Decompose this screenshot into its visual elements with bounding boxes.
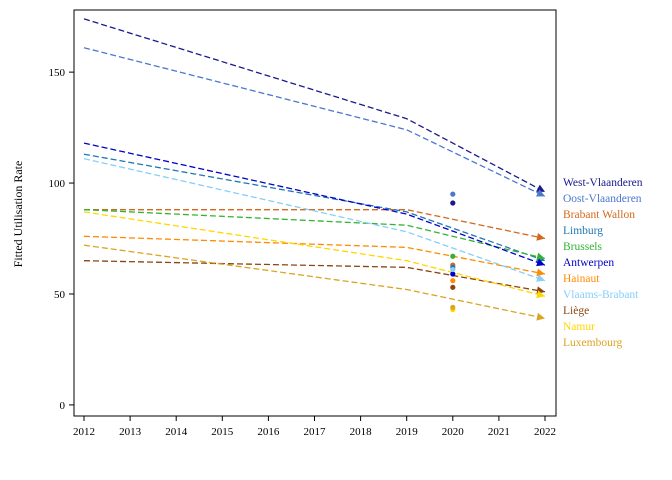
series-arrowhead-5 [536, 252, 545, 261]
point-2020-8 [450, 266, 456, 273]
series-arrowhead-6 [536, 258, 545, 267]
x-tick-label: 2022 [534, 426, 556, 438]
y-axis-title: Fitted Utilisation Rate [11, 161, 25, 268]
plot-frame [73, 9, 557, 417]
series-arrowhead-2 [536, 189, 545, 197]
point-2020-2 [450, 191, 456, 197]
series-arrowhead-11 [536, 312, 545, 321]
series-line-7 [83, 235, 546, 275]
legend-entry: Luxembourg [563, 337, 622, 349]
legend-entry: Oost-Vlaanderen [563, 193, 642, 205]
legend-entry: Brussels [563, 241, 603, 253]
y-tick-label: 50 [54, 289, 66, 301]
series-arrowhead-10 [536, 290, 545, 299]
x-tick-label: 2015 [211, 426, 234, 438]
point-2020-7 [450, 278, 456, 284]
x-tick-label: 2021 [488, 426, 510, 438]
legend-entry: Hainaut [563, 273, 600, 285]
x-tick-label: 2012 [73, 426, 95, 438]
series-arrowhead-3 [536, 232, 545, 241]
point-2020-5 [450, 253, 456, 259]
series-line-1 [83, 18, 546, 193]
point-2020-6 [450, 271, 456, 277]
y-tick-label: 100 [49, 178, 66, 190]
series-arrowhead-8 [536, 274, 545, 282]
legend-entry: Namur [563, 321, 595, 333]
series-line-11 [83, 244, 546, 320]
points-2020 [450, 191, 456, 313]
legend-entry: Liège [563, 305, 589, 317]
series-line-10 [83, 211, 546, 297]
x-tick-label: 2016 [257, 426, 280, 438]
y-tick-label: 150 [49, 67, 66, 79]
series-line-9 [83, 260, 546, 293]
series-line-8 [83, 158, 546, 282]
legend-entry: West-Vlaanderen [563, 177, 643, 189]
legend: West-Vlaanderen Oost-Vlaanderen Brabant Wa… [563, 177, 643, 349]
x-axis: 2012 2013 2014 2015 2016 2017 2018 2019 2020 2021… [73, 416, 556, 438]
y-tick-label: 0 [60, 400, 66, 412]
point-2020-11 [450, 304, 456, 310]
series-lines [83, 18, 546, 321]
x-tick-label: 2013 [119, 426, 142, 438]
series-arrowhead-7 [536, 268, 545, 277]
point-2020-1 [450, 200, 456, 206]
series-line-6 [83, 142, 546, 266]
point-2020-9 [450, 284, 456, 290]
x-tick-label: 2020 [442, 426, 465, 438]
legend-entry: Vlaams-Brabant [563, 289, 639, 301]
x-tick-label: 2018 [350, 426, 373, 438]
series-line-2 [83, 47, 546, 197]
x-tick-label: 2014 [165, 426, 188, 438]
series-arrowhead-1 [536, 184, 545, 192]
series-line-3 [84, 209, 546, 240]
series-line-4 [83, 153, 546, 262]
x-tick-label: 2017 [304, 426, 327, 438]
x-tick-label: 2019 [396, 426, 419, 438]
series-line-5 [83, 209, 546, 260]
y-axis: 0 50 100 150 [49, 67, 74, 412]
legend-entry: Limburg [563, 225, 603, 237]
legend-entry: Antwerpen [563, 257, 614, 269]
legend-entry: Brabant Wallon [563, 209, 635, 221]
